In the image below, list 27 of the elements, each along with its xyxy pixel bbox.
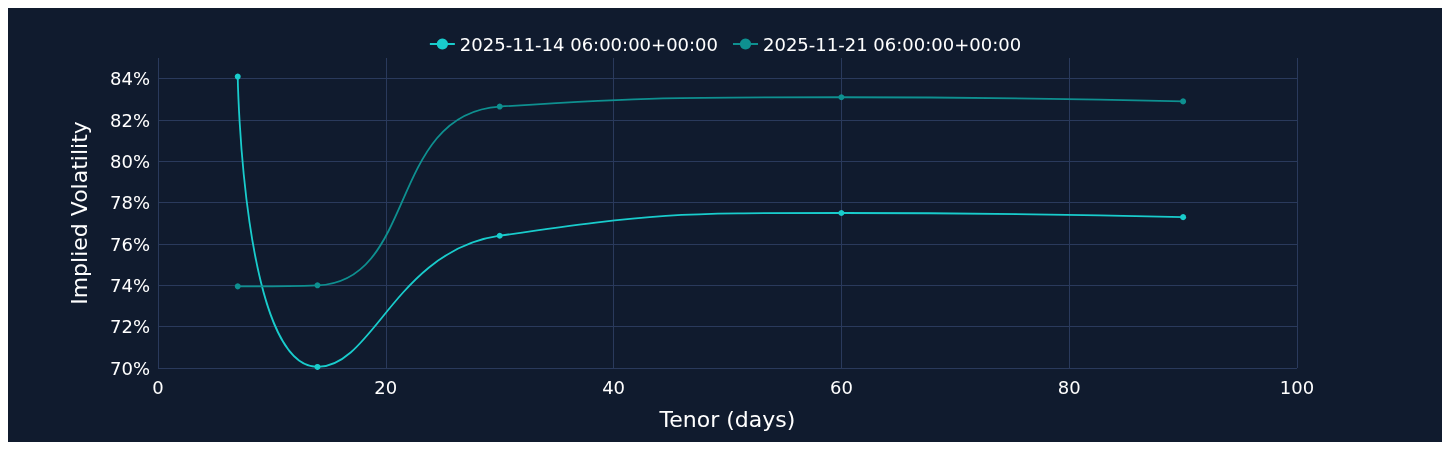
y-tick-label: 70% <box>109 357 150 379</box>
point <box>838 94 845 101</box>
point <box>314 363 321 370</box>
point <box>234 283 241 290</box>
x-tick-label: 100 <box>1279 376 1315 398</box>
x-axis-title: Tenor (days) <box>658 406 796 432</box>
point <box>496 232 503 239</box>
x-tick-label: 0 <box>152 376 164 398</box>
y-tick-label: 74% <box>109 274 150 296</box>
y-tick-label: 72% <box>109 316 150 338</box>
point <box>838 210 845 216</box>
x-tick-label: 20 <box>374 376 398 398</box>
legend-label: 2025-11-21 06:00:00+00:00 <box>763 33 1022 55</box>
y-tick-label: 82% <box>109 109 150 131</box>
x-tick-label: 40 <box>602 376 626 398</box>
point <box>314 282 321 289</box>
point <box>1180 214 1187 221</box>
y-tick-label: 84% <box>109 68 150 90</box>
point <box>234 73 241 80</box>
y-axis-title: Implied Volatility <box>66 121 92 305</box>
y-tick-label: 80% <box>109 150 150 172</box>
y-tick-label: 76% <box>109 233 150 255</box>
point <box>1180 98 1187 105</box>
y-tick-label: 78% <box>109 192 150 214</box>
x-tick-label: 60 <box>829 376 853 398</box>
legend-label: 2025-11-14 06:00:00+00:00 <box>459 33 719 55</box>
x-tick-label: 80 <box>1057 376 1081 398</box>
